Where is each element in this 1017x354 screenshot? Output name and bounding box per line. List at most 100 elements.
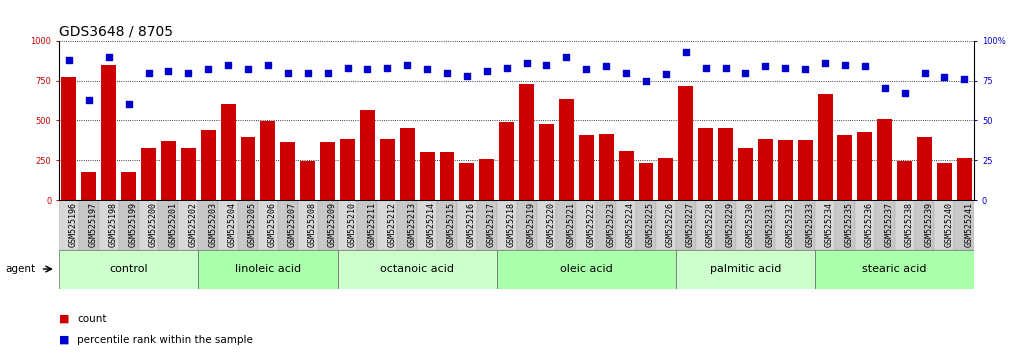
Text: GSM525232: GSM525232 xyxy=(785,202,794,247)
Bar xyxy=(121,172,136,200)
Text: GSM525224: GSM525224 xyxy=(626,202,635,247)
Point xyxy=(399,62,415,67)
Point xyxy=(837,62,853,67)
Bar xyxy=(696,200,716,250)
Point xyxy=(498,65,515,70)
Bar xyxy=(616,200,636,250)
Bar xyxy=(79,200,99,250)
Bar xyxy=(200,130,216,200)
Point xyxy=(379,65,396,70)
Bar xyxy=(957,158,972,200)
Bar xyxy=(260,121,276,200)
Bar xyxy=(857,132,873,200)
Bar xyxy=(61,76,76,200)
Text: linoleic acid: linoleic acid xyxy=(235,264,301,274)
Bar xyxy=(539,124,554,200)
Bar xyxy=(398,200,417,250)
Text: GSM525236: GSM525236 xyxy=(864,202,874,247)
Text: GDS3648 / 8705: GDS3648 / 8705 xyxy=(59,25,173,39)
Point xyxy=(259,62,276,67)
Text: GSM525225: GSM525225 xyxy=(646,202,655,247)
Text: GSM525218: GSM525218 xyxy=(506,202,516,247)
Point xyxy=(877,86,893,91)
Bar xyxy=(599,134,613,200)
Bar xyxy=(161,141,176,200)
Bar xyxy=(855,200,875,250)
Text: GSM525208: GSM525208 xyxy=(308,202,316,247)
Bar xyxy=(579,136,594,200)
Text: GSM525207: GSM525207 xyxy=(288,202,297,247)
Text: GSM525202: GSM525202 xyxy=(188,202,197,247)
Bar xyxy=(298,200,317,250)
Text: GSM525220: GSM525220 xyxy=(546,202,555,247)
Bar xyxy=(815,200,835,250)
Bar xyxy=(178,200,198,250)
Bar xyxy=(778,140,792,200)
Bar xyxy=(320,142,335,200)
Text: GSM525233: GSM525233 xyxy=(805,202,815,247)
Bar xyxy=(141,148,156,200)
Bar xyxy=(59,250,198,289)
Point xyxy=(101,54,117,59)
Bar xyxy=(420,152,434,200)
Bar xyxy=(102,64,116,200)
Bar xyxy=(718,127,733,200)
Bar xyxy=(457,200,477,250)
Point xyxy=(658,72,674,77)
Text: palmitic acid: palmitic acid xyxy=(710,264,781,274)
Text: GSM525237: GSM525237 xyxy=(885,202,894,247)
Text: count: count xyxy=(77,314,107,324)
Point xyxy=(558,54,575,59)
Bar xyxy=(618,151,634,200)
Bar xyxy=(519,84,534,200)
Point xyxy=(459,73,475,79)
Point xyxy=(161,68,177,74)
Text: GSM525234: GSM525234 xyxy=(825,202,834,247)
Point xyxy=(419,67,435,72)
Bar xyxy=(138,200,159,250)
Text: GSM525209: GSM525209 xyxy=(327,202,337,247)
Point xyxy=(359,67,375,72)
Bar xyxy=(99,200,119,250)
Point xyxy=(220,62,236,67)
Bar xyxy=(676,200,696,250)
Text: GSM525214: GSM525214 xyxy=(427,202,436,247)
Bar xyxy=(258,200,278,250)
Point xyxy=(140,70,157,75)
Bar xyxy=(559,99,574,200)
Point xyxy=(598,63,614,69)
Text: GSM525240: GSM525240 xyxy=(945,202,954,247)
Bar xyxy=(656,200,676,250)
Point xyxy=(777,65,793,70)
Text: GSM525235: GSM525235 xyxy=(845,202,854,247)
Text: octanoic acid: octanoic acid xyxy=(380,264,455,274)
Text: ■: ■ xyxy=(59,314,69,324)
Text: GSM525205: GSM525205 xyxy=(248,202,257,247)
Bar xyxy=(756,200,775,250)
Text: stearic acid: stearic acid xyxy=(862,264,926,274)
Bar xyxy=(577,200,596,250)
Bar xyxy=(878,119,892,200)
Text: GSM525221: GSM525221 xyxy=(566,202,576,247)
Bar xyxy=(159,200,178,250)
Bar xyxy=(317,200,338,250)
Bar xyxy=(835,200,855,250)
Point xyxy=(300,70,316,75)
Bar xyxy=(735,200,756,250)
Bar xyxy=(676,250,815,289)
Text: GSM525219: GSM525219 xyxy=(527,202,536,247)
Point xyxy=(797,67,814,72)
Bar xyxy=(477,200,496,250)
Text: GSM525210: GSM525210 xyxy=(348,202,357,247)
Bar xyxy=(636,200,656,250)
Point xyxy=(897,90,913,96)
Bar xyxy=(181,148,196,200)
Point xyxy=(120,102,136,107)
Text: GSM525239: GSM525239 xyxy=(924,202,934,247)
Text: GSM525222: GSM525222 xyxy=(586,202,595,247)
Text: GSM525200: GSM525200 xyxy=(148,202,158,247)
Bar xyxy=(377,200,398,250)
Bar xyxy=(198,250,338,289)
Point xyxy=(916,70,933,75)
Text: GSM525227: GSM525227 xyxy=(685,202,695,247)
